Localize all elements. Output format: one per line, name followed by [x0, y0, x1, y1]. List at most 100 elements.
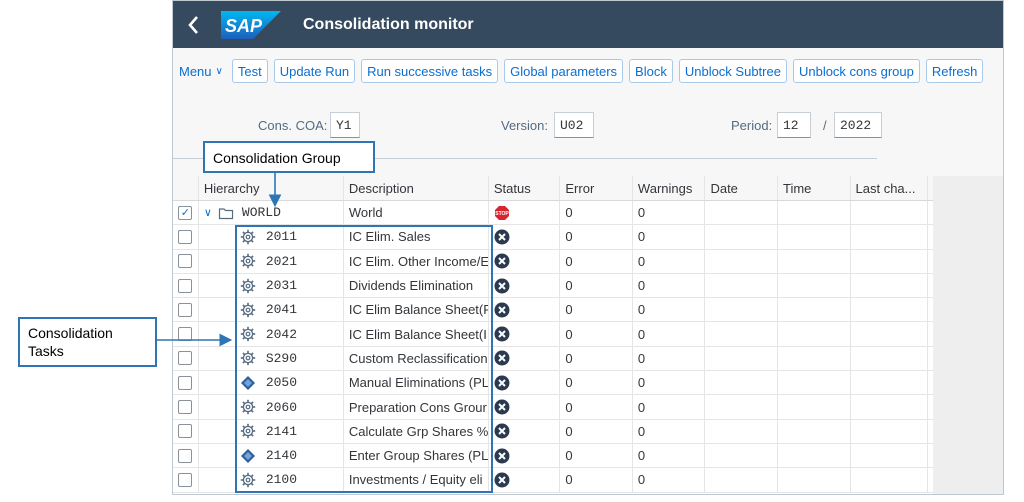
- last-changed-cell: [851, 249, 929, 273]
- row-checkbox[interactable]: [178, 302, 193, 317]
- hierarchy-node-id: 2042: [265, 326, 298, 342]
- last-changed-cell: [851, 273, 929, 298]
- year-separator: /: [823, 118, 827, 133]
- row-checkbox[interactable]: [178, 254, 193, 269]
- last-changed-cell: [851, 395, 929, 419]
- time-cell: [778, 371, 851, 395]
- error-cell: 0: [560, 371, 633, 395]
- header-filler: [928, 176, 933, 200]
- unblock-subtree-button[interactable]: Unblock Subtree: [678, 59, 787, 83]
- row-checkbox[interactable]: [178, 400, 193, 415]
- last-changed-cell: [851, 225, 929, 249]
- table-row[interactable]: 2050 Manual Eliminations (PL 0 0: [173, 371, 933, 396]
- table-row[interactable]: 2140 Enter Group Shares (PL 0 0: [173, 443, 933, 469]
- table-row[interactable]: 2141 Calculate Grp Shares % 0 0: [173, 419, 933, 444]
- column-header-hierarchy[interactable]: Hierarchy: [199, 176, 344, 200]
- test-button[interactable]: Test: [231, 59, 268, 83]
- hierarchy-node-id: 2021: [265, 253, 298, 269]
- table-row-root[interactable]: ✓ ∨ WORLD World STOP: [173, 201, 933, 226]
- error-x-icon: [494, 375, 510, 391]
- hierarchy-node-id: 2141: [265, 423, 298, 439]
- update-run-button[interactable]: Update Run: [273, 59, 356, 83]
- table-row[interactable]: 2011 IC Elim. Sales 0 0: [173, 225, 933, 250]
- last-changed-cell: [851, 443, 929, 468]
- row-filler: [928, 274, 933, 297]
- row-checkbox[interactable]: [178, 327, 193, 342]
- hierarchy-node-id: WORLD: [241, 205, 281, 221]
- hierarchy-cell: 2042: [199, 322, 344, 346]
- warnings-cell: 0: [633, 298, 706, 322]
- table-row[interactable]: 2031 Dividends Elimination 0 0: [173, 273, 933, 299]
- tasks-highlight-frame: [235, 225, 493, 493]
- error-cell: 0: [560, 419, 633, 443]
- table-row[interactable]: 2042 IC Elim Balance Sheet(I 0 0: [173, 322, 933, 347]
- unblock-cons-group-button[interactable]: Unblock cons group: [792, 59, 920, 83]
- year-field[interactable]: 2022: [834, 112, 882, 138]
- column-header-last-changed[interactable]: Last cha...: [851, 176, 929, 200]
- table-row[interactable]: 2060 Preparation Cons Grour 0 0: [173, 395, 933, 420]
- select-column-header: [173, 176, 199, 200]
- toolbar: Menu ∨ Test Update Run Run successive ta…: [173, 48, 1003, 94]
- column-header-date[interactable]: Date: [705, 176, 778, 200]
- column-header-description[interactable]: Description: [344, 176, 489, 200]
- back-button[interactable]: [173, 1, 213, 48]
- status-cell: [489, 249, 561, 273]
- hierarchy-cell: 2031: [199, 273, 344, 298]
- cons-coa-field[interactable]: Y1: [330, 112, 360, 138]
- row-select-cell: [173, 468, 199, 492]
- app-title: Consolidation monitor: [303, 15, 474, 33]
- row-filler: [928, 225, 933, 248]
- status-cell: [489, 395, 561, 419]
- warnings-cell: 0: [633, 201, 706, 225]
- status-cell: [489, 346, 561, 371]
- column-header-error[interactable]: Error: [560, 176, 633, 200]
- tasks-callout-line2: Tasks: [28, 343, 64, 359]
- time-cell: [778, 322, 851, 346]
- row-checkbox-checked[interactable]: ✓: [178, 205, 193, 220]
- table-row[interactable]: 2041 IC Elim Balance Sheet(F 0 0: [173, 298, 933, 323]
- warnings-cell: 0: [633, 249, 706, 273]
- hierarchy-node: 2021: [204, 253, 297, 269]
- row-checkbox[interactable]: [178, 448, 193, 463]
- period-field[interactable]: 12: [777, 112, 811, 138]
- row-checkbox[interactable]: [178, 278, 193, 293]
- row-checkbox[interactable]: [178, 351, 193, 366]
- stop-icon: STOP: [494, 205, 510, 221]
- description-cell: Investments / Equity eli: [344, 468, 489, 492]
- block-button[interactable]: Block: [629, 59, 673, 83]
- date-cell: [705, 419, 778, 443]
- time-cell: [778, 249, 851, 273]
- row-select-cell: [173, 322, 199, 346]
- date-cell: [705, 346, 778, 371]
- warnings-cell: 0: [633, 273, 706, 298]
- table-row[interactable]: 2100 Investments / Equity eli 0 0: [173, 468, 933, 493]
- hierarchy-cell: 2011: [199, 225, 344, 249]
- global-parameters-button[interactable]: Global parameters: [504, 59, 624, 83]
- row-checkbox[interactable]: [178, 424, 193, 439]
- shell-bar: SAP Consolidation monitor: [173, 1, 1003, 48]
- expand-chevron-icon[interactable]: ∨: [203, 206, 212, 220]
- column-header-status[interactable]: Status: [489, 176, 561, 200]
- table-row[interactable]: S290 Custom Reclassification 0 0: [173, 346, 933, 372]
- hierarchy-node-id: 2060: [265, 399, 298, 415]
- row-checkbox[interactable]: [178, 229, 193, 244]
- version-field[interactable]: U02: [554, 112, 594, 138]
- description-cell: IC Elim. Other Income/E: [344, 249, 489, 273]
- warnings-cell: 0: [633, 395, 706, 419]
- column-header-warnings[interactable]: Warnings: [633, 176, 706, 200]
- last-changed-cell: [851, 468, 929, 492]
- row-checkbox[interactable]: [178, 375, 193, 390]
- refresh-button[interactable]: Refresh: [925, 59, 984, 83]
- menu-button[interactable]: Menu ∨: [179, 64, 223, 79]
- error-x-icon: [494, 350, 510, 366]
- column-header-time[interactable]: Time: [778, 176, 851, 200]
- status-cell: [489, 443, 561, 468]
- run-successive-tasks-button[interactable]: Run successive tasks: [361, 59, 499, 83]
- error-cell: 0: [560, 225, 633, 249]
- table-row[interactable]: 2021 IC Elim. Other Income/E 0 0: [173, 249, 933, 274]
- diamond-icon: [240, 448, 256, 464]
- date-cell: [705, 322, 778, 346]
- row-checkbox[interactable]: [178, 472, 193, 487]
- description-cell: Preparation Cons Grour: [344, 395, 489, 419]
